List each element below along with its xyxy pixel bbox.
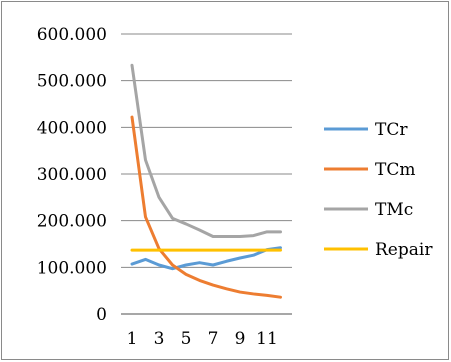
y-tick-label: 300.000: [37, 165, 107, 185]
x-tick-label: 11: [256, 329, 278, 349]
series-lines: [130, 63, 282, 299]
legend-label-repair: Repair: [375, 240, 433, 260]
y-tick-label: 200.000: [37, 212, 107, 232]
legend: TCr TCm TMc Repair: [324, 120, 433, 260]
x-tick-label: 7: [208, 329, 219, 349]
series-line-tcm: [130, 115, 282, 299]
legend-label-tcm: TCm: [375, 160, 415, 180]
x-tick-labels: 1 3 5 7 9 11: [127, 329, 278, 349]
y-tick-labels: 0 100.000 200.000 300.000 400.000 500.000 600.…: [37, 25, 107, 325]
x-tick-label: 9: [235, 329, 246, 349]
series-line-tmc: [130, 63, 282, 239]
y-tick-label: 600.000: [37, 25, 107, 45]
legend-label-tcr: TCr: [375, 120, 408, 140]
legend-label-tmc: TMc: [375, 200, 413, 220]
x-tick-label: 1: [127, 329, 138, 349]
y-tick-label: 100.000: [37, 258, 107, 278]
y-tick-label: 400.000: [37, 118, 107, 138]
x-tick-label: 3: [154, 329, 165, 349]
series-line-tcr: [130, 246, 282, 271]
y-tick-label: 0: [96, 305, 107, 325]
y-tick-label: 500.000: [37, 72, 107, 92]
x-tick-label: 5: [181, 329, 192, 349]
